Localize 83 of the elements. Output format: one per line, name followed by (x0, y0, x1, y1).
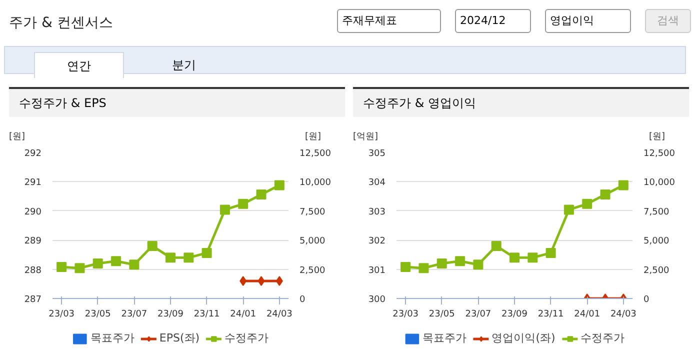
y-tick-label: 291 (24, 178, 42, 188)
point (256, 190, 266, 200)
point (147, 240, 158, 251)
point (473, 260, 484, 270)
point (418, 263, 429, 274)
y2-tick-label: 0 (300, 295, 306, 305)
x-tick-label: 24/03 (266, 310, 292, 320)
y2-tick-label: 5,000 (644, 236, 670, 247)
x-tick-label: 23/05 (84, 310, 111, 320)
y-tick-label: 302 (368, 236, 386, 247)
x-tick-label: 23/11 (538, 310, 564, 320)
x-tick-label: 23/07 (121, 310, 148, 320)
legend-label: 목표주가 (90, 330, 134, 346)
point (582, 198, 592, 209)
y-tick-label: 305 (368, 149, 386, 159)
point (528, 252, 538, 263)
y2-tick-label: 12,500 (644, 149, 676, 159)
x-tick-label: 23/03 (48, 310, 75, 320)
point (618, 180, 628, 190)
legend-label: EPS(좌) (159, 330, 200, 346)
chart-title: 수정주가 & EPS (19, 95, 106, 112)
point (184, 252, 194, 263)
x-tick-label: 24/03 (610, 310, 636, 320)
y2-tick-label: 12,500 (300, 149, 332, 159)
y-tick-label: 292 (24, 149, 42, 159)
point (491, 240, 502, 251)
point (274, 180, 284, 190)
text: 영업이익 (550, 13, 594, 29)
x-tick-label: 24/01 (574, 310, 600, 320)
x-tick-label: 23/05 (428, 310, 455, 320)
legend-label: 수정주가 (580, 330, 624, 346)
y-tick-label: 288 (24, 266, 42, 276)
y-tick-label: 289 (24, 236, 42, 247)
point (510, 252, 520, 263)
x-tick-label: 24/01 (230, 310, 256, 320)
point (564, 204, 574, 215)
text: 검색 (657, 13, 679, 29)
y-tick-label: 300 (368, 295, 386, 305)
y2-axis-title: [원] (305, 131, 322, 144)
text: 분기 (172, 57, 196, 74)
y2-tick-label: 0 (644, 295, 650, 305)
y2-tick-label: 10,000 (300, 178, 332, 188)
legend-label: 영업이익(좌) (492, 330, 556, 346)
y-tick-label: 287 (24, 295, 42, 305)
y-tick-label: 304 (368, 178, 386, 188)
point (455, 256, 466, 266)
point (202, 248, 212, 258)
chart-title: 수정주가 & 영업이익 (363, 95, 476, 112)
y-axis-title: [억원] (353, 131, 378, 144)
point (129, 260, 140, 270)
point (238, 198, 248, 209)
y2-tick-label: 7,500 (300, 207, 326, 218)
y-tick-label: 290 (24, 207, 42, 218)
point (56, 262, 67, 272)
y-axis-title: [원] (9, 131, 26, 144)
x-tick-label: 23/09 (502, 310, 528, 320)
point (546, 248, 556, 258)
point (600, 190, 610, 200)
x-tick-label: 23/07 (465, 310, 492, 320)
point (220, 204, 230, 215)
text: 주재무제표 (342, 13, 397, 29)
y-tick-label: 301 (368, 266, 386, 276)
text: 주가 & 컨센서스 (9, 14, 113, 33)
legend-label: 수정주가 (224, 330, 269, 346)
y2-tick-label: 5,000 (300, 236, 326, 247)
text: 2024/12 (460, 13, 506, 29)
y2-tick-label: 10,000 (644, 178, 676, 188)
y2-tick-label: 2,500 (300, 266, 326, 276)
y2-axis-title: [원] (649, 131, 666, 144)
x-tick-label: 23/09 (158, 310, 184, 320)
point (92, 258, 103, 268)
text: 연간 (67, 58, 91, 75)
x-tick-label: 23/11 (194, 310, 220, 320)
point (436, 258, 447, 268)
y2-tick-label: 7,500 (644, 207, 670, 218)
point (166, 252, 176, 263)
y2-tick-label: 2,500 (644, 266, 670, 276)
legend-label: 목표주가 (422, 330, 467, 346)
y-tick-label: 303 (368, 207, 386, 218)
point (74, 263, 85, 274)
point (400, 262, 411, 272)
x-tick-label: 23/03 (392, 310, 419, 320)
point (111, 256, 122, 266)
